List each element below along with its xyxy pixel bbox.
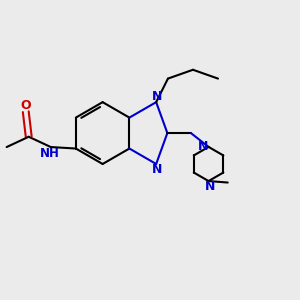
Text: N: N	[205, 181, 215, 194]
Text: O: O	[20, 99, 31, 112]
Text: NH: NH	[40, 147, 60, 160]
Text: N: N	[198, 140, 208, 153]
Text: N: N	[152, 90, 162, 103]
Text: N: N	[152, 164, 162, 176]
